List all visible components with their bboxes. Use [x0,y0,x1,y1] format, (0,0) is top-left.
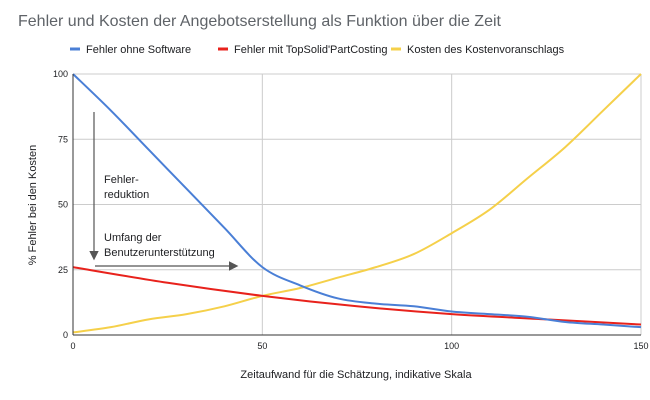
legend: Fehler ohne Software Fehler mit TopSolid'… [70,44,565,56]
chart-title: Fehler und Kosten der Angebotserstellung… [18,13,502,30]
series-lines [72,73,642,334]
y-axis-title: % Fehler bei den Kosten [27,145,39,265]
series-line-1 [72,73,642,329]
gridlines [73,73,642,335]
x-tick-label: 0 [70,341,75,351]
x-axis-title: Zeitaufwand für die Schätzung, indikativ… [240,369,472,381]
legend-label: Kosten des Kostenvoranschlags [407,44,565,56]
legend-label: Fehler ohne Software [86,44,191,56]
legend-label: Fehler mit TopSolid'PartCosting [234,44,388,56]
tick-labels: 0 50 100 150 0 25 50 75 100 [53,69,649,351]
y-tick-label: 75 [58,134,68,144]
annotation-support-line2: Benutzerunterstützung [104,247,215,259]
x-tick-label: 50 [257,341,267,351]
annotation-support-line1: Umfang der [104,232,162,244]
annotation-reduction-line1: Fehler- [104,174,139,186]
annotation-reduction-line2: reduktion [104,189,149,201]
y-tick-label: 100 [53,69,68,79]
x-tick-label: 150 [633,341,648,351]
axes [72,74,641,336]
annotations: Fehler-reduktion Umfang der Benutzerunters… [89,112,239,271]
y-tick-label: 0 [63,330,68,340]
series-line-3 [72,73,642,334]
y-tick-label: 25 [58,265,68,275]
y-tick-label: 50 [58,200,68,210]
x-tick-label: 100 [444,341,459,351]
series-line-2 [72,266,642,326]
